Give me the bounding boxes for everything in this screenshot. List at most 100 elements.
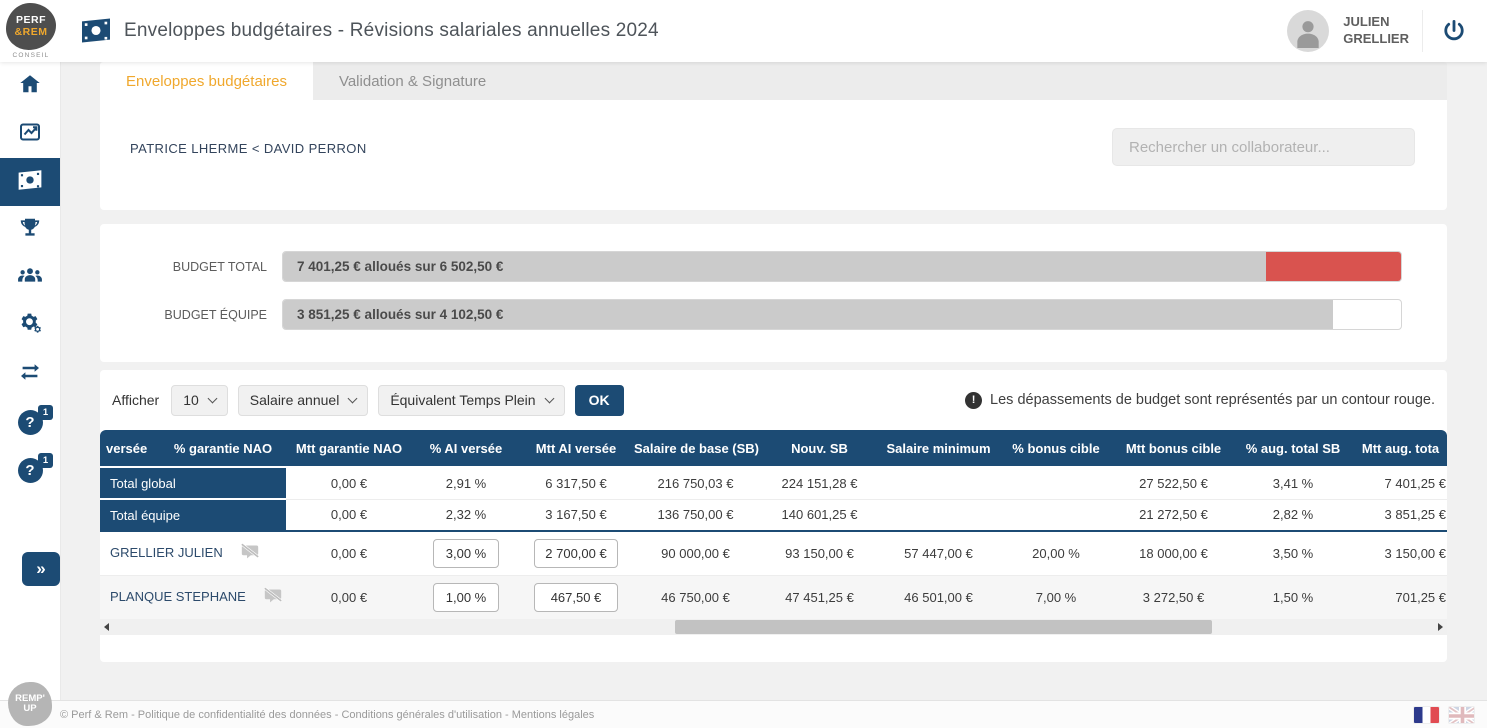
table-cell: 0,00 € — [286, 467, 412, 500]
table-cell: 2,91 % — [412, 467, 520, 500]
col-header: Mtt garantie NAO — [286, 430, 412, 468]
app-header: PERF &REM CONSEIL Enveloppes budgétaires… — [0, 0, 1487, 62]
search-input[interactable] — [1112, 128, 1415, 166]
table-cell — [412, 575, 520, 620]
footer: © Perf & Rem - Politique de confidential… — [0, 700, 1487, 728]
employee-name: GRELLIER JULIEN — [110, 544, 223, 560]
table-cell: 3,50 % — [1232, 531, 1354, 576]
table-cell: 6 317,50 € — [520, 467, 632, 500]
tab-enveloppes-budgetaires[interactable]: Enveloppes budgétaires — [100, 62, 313, 100]
comment-slash-icon[interactable] — [263, 586, 283, 608]
col-header: % AI versée — [412, 430, 520, 468]
sidebar-item-budget[interactable] — [0, 158, 60, 206]
manager-card: PATRICE LHERME < DAVID PERRON — [100, 100, 1447, 210]
breadcrumb: PATRICE LHERME < DAVID PERRON — [130, 141, 367, 156]
tab-validation-signature[interactable]: Validation & Signature — [338, 72, 487, 90]
remp-up-logo: REMP' UP — [8, 682, 52, 726]
ok-button[interactable]: OK — [574, 384, 624, 416]
table-header-row: versée % garantie NAO Mtt garantie NAO %… — [100, 430, 1447, 468]
gears-icon — [18, 311, 43, 341]
ai-amount-input[interactable] — [534, 538, 618, 568]
ai-percent-input[interactable] — [433, 582, 499, 612]
sidebar-item-transfers[interactable] — [0, 350, 60, 398]
flag-uk[interactable] — [1448, 706, 1475, 724]
table-controls: Afficher 10 Salaire annuel Équivalent Te… — [112, 384, 624, 416]
logout-power-button[interactable] — [1439, 16, 1469, 46]
table-cell: 0,00 € — [286, 575, 412, 620]
footer-link-legal[interactable]: Mentions légales — [511, 708, 595, 721]
table-cell: 136 750,00 € — [632, 499, 759, 532]
table-cell: 216 750,03 € — [632, 467, 759, 500]
budget-team-text: 3 851,25 € alloués sur 4 102,50 € — [297, 307, 504, 322]
budget-bar-overflow — [1265, 252, 1401, 281]
budget-overflow-notice: ! Les dépassements de budget sont représ… — [965, 384, 1435, 416]
table-cell — [880, 499, 997, 532]
table-cell: 140 601,25 € — [759, 499, 880, 532]
salary-period-select[interactable]: Salaire annuel — [237, 384, 369, 416]
alert-circle-icon: ! — [965, 391, 983, 409]
page-size-select[interactable]: 10 — [171, 384, 228, 416]
notice-text: Les dépassements de budget sont représen… — [990, 392, 1435, 408]
comment-slash-icon[interactable] — [240, 542, 260, 564]
salary-table-wrap: versée % garantie NAO Mtt garantie NAO %… — [100, 430, 1447, 620]
header-divider — [1422, 10, 1423, 52]
table-row-total-equipe: Total équipe 0,00 € 2,32 % 3 167,50 € 13… — [100, 499, 1447, 532]
row-label: Total global — [100, 467, 286, 500]
flag-france[interactable] — [1413, 706, 1440, 724]
exchange-arrows-icon — [18, 360, 42, 389]
table-cell: 7,00 % — [997, 575, 1115, 620]
employee-name-cell: PLANQUE STEPHANE — [100, 575, 286, 620]
fte-select[interactable]: Équivalent Temps Plein — [378, 384, 565, 416]
col-header: Mtt aug. tota — [1354, 430, 1447, 468]
scrollbar-thumb[interactable] — [675, 620, 1212, 634]
help-badge: 1 — [38, 453, 53, 468]
table-cell: 3 150,00 € — [1354, 531, 1447, 576]
banknote-icon — [17, 167, 43, 198]
chevron-down-icon — [544, 393, 555, 403]
col-header: Mtt bonus cible — [1115, 430, 1232, 468]
budget-team-bar: 3 851,25 € alloués sur 4 102,50 € — [282, 299, 1402, 330]
banknote-icon — [80, 17, 112, 49]
sidebar-item-help-2[interactable]: ? 1 — [0, 446, 60, 494]
sidebar-item-help-1[interactable]: ? 1 — [0, 398, 60, 446]
help-badge: 1 — [38, 405, 53, 420]
sidebar-expand-button[interactable]: » — [22, 552, 60, 586]
sidebar-item-settings[interactable] — [0, 302, 60, 350]
trophy-icon — [18, 216, 42, 245]
table-cell: 0,00 € — [286, 531, 412, 576]
sidebar-item-performance[interactable] — [0, 110, 60, 158]
table-cell: 1,50 % — [1232, 575, 1354, 620]
table-cell: 3,41 % — [1232, 467, 1354, 500]
table-cell: 224 151,28 € — [759, 467, 880, 500]
table-cell — [880, 467, 997, 500]
page-title: Enveloppes budgétaires - Révisions salar… — [124, 20, 659, 41]
chart-line-icon — [18, 120, 42, 149]
budget-total-bar: 7 401,25 € alloués sur 6 502,50 € — [282, 251, 1402, 282]
sidebar-item-home[interactable] — [0, 62, 60, 110]
home-icon — [18, 72, 42, 101]
table-row-total-global: Total global 0,00 € 2,91 % 6 317,50 € 21… — [100, 467, 1447, 500]
ai-percent-input[interactable] — [433, 538, 499, 568]
employee-name-cell: GRELLIER JULIEN — [100, 531, 286, 576]
row-label: Total équipe — [100, 499, 286, 532]
footer-link-terms[interactable]: Conditions générales d'utilisation — [341, 708, 502, 721]
sidebar-item-team[interactable] — [0, 254, 60, 302]
table-cell: 46 750,00 € — [632, 575, 759, 620]
scroll-right-arrow-icon[interactable] — [1438, 623, 1443, 631]
budget-total-row: BUDGET TOTAL 7 401,25 € alloués sur 6 50… — [100, 251, 1447, 282]
budget-total-text: 7 401,25 € alloués sur 6 502,50 € — [297, 259, 504, 274]
main-area: Enveloppes budgétaires Validation & Sign… — [61, 62, 1487, 700]
table-cell: 93 150,00 € — [759, 531, 880, 576]
footer-link-privacy[interactable]: Politique de confidentialité des données — [137, 708, 332, 721]
user-menu[interactable]: JULIEN GRELLIER — [1287, 0, 1409, 62]
scroll-left-arrow-icon[interactable] — [104, 623, 109, 631]
ai-amount-input[interactable] — [534, 582, 618, 612]
table-cell: 3 272,50 € — [1115, 575, 1232, 620]
table-cell: 90 000,00 € — [632, 531, 759, 576]
tab-bar: Enveloppes budgétaires Validation & Sign… — [100, 62, 1447, 100]
user-name: JULIEN GRELLIER — [1343, 14, 1409, 46]
col-header: % bonus cible — [997, 430, 1115, 468]
logo-line1: PERF — [15, 14, 46, 27]
horizontal-scrollbar[interactable] — [100, 619, 1447, 635]
sidebar-item-trophy[interactable] — [0, 206, 60, 254]
